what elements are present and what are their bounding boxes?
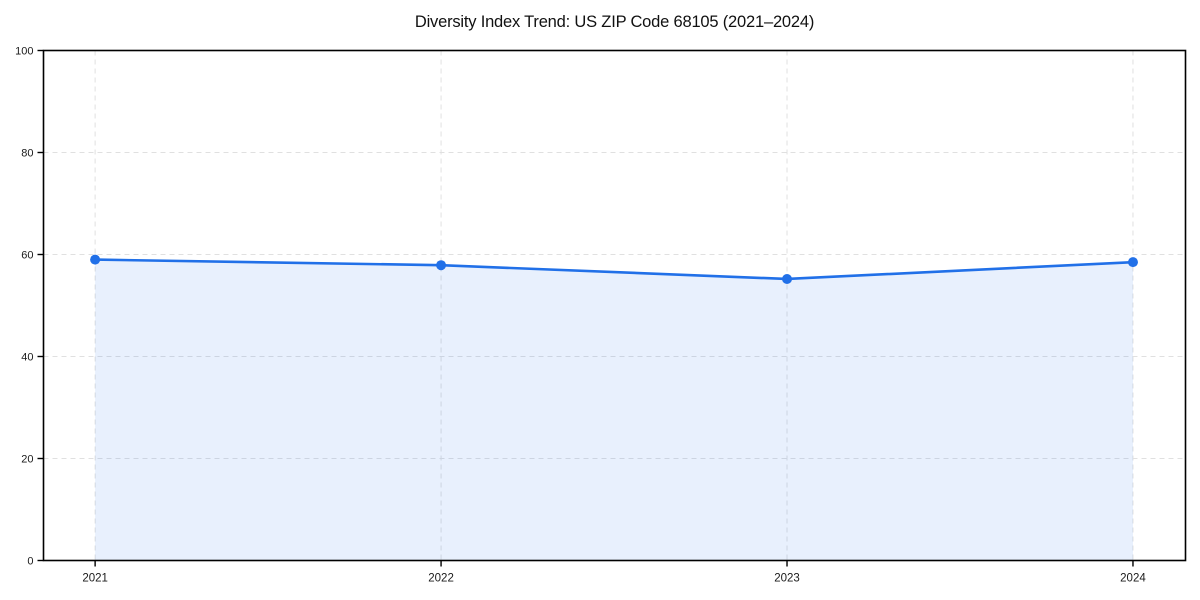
- data-point: [436, 260, 447, 271]
- x-tick-label: 2023: [774, 573, 800, 585]
- plot-border: [42, 49, 1187, 562]
- y-tick-label: 80: [21, 148, 33, 160]
- x-tick-label: 2022: [428, 573, 454, 585]
- data-point: [1127, 257, 1138, 268]
- data-point: [90, 254, 101, 265]
- y-tick-label: 20: [21, 454, 33, 466]
- chart-title: Diversity Index Trend: US ZIP Code 68105…: [414, 13, 815, 31]
- y-tick-label: 100: [15, 46, 33, 58]
- x-tick-label: 2021: [82, 573, 108, 585]
- trend-line: [93, 258, 1135, 281]
- y-tick-label: 60: [21, 250, 33, 262]
- y-tick-label: 40: [21, 352, 33, 364]
- x-tick-label: 2024: [1120, 573, 1146, 585]
- data-point: [782, 273, 793, 284]
- y-tick-label: 0: [27, 556, 33, 568]
- area-fill: [95, 259, 1133, 561]
